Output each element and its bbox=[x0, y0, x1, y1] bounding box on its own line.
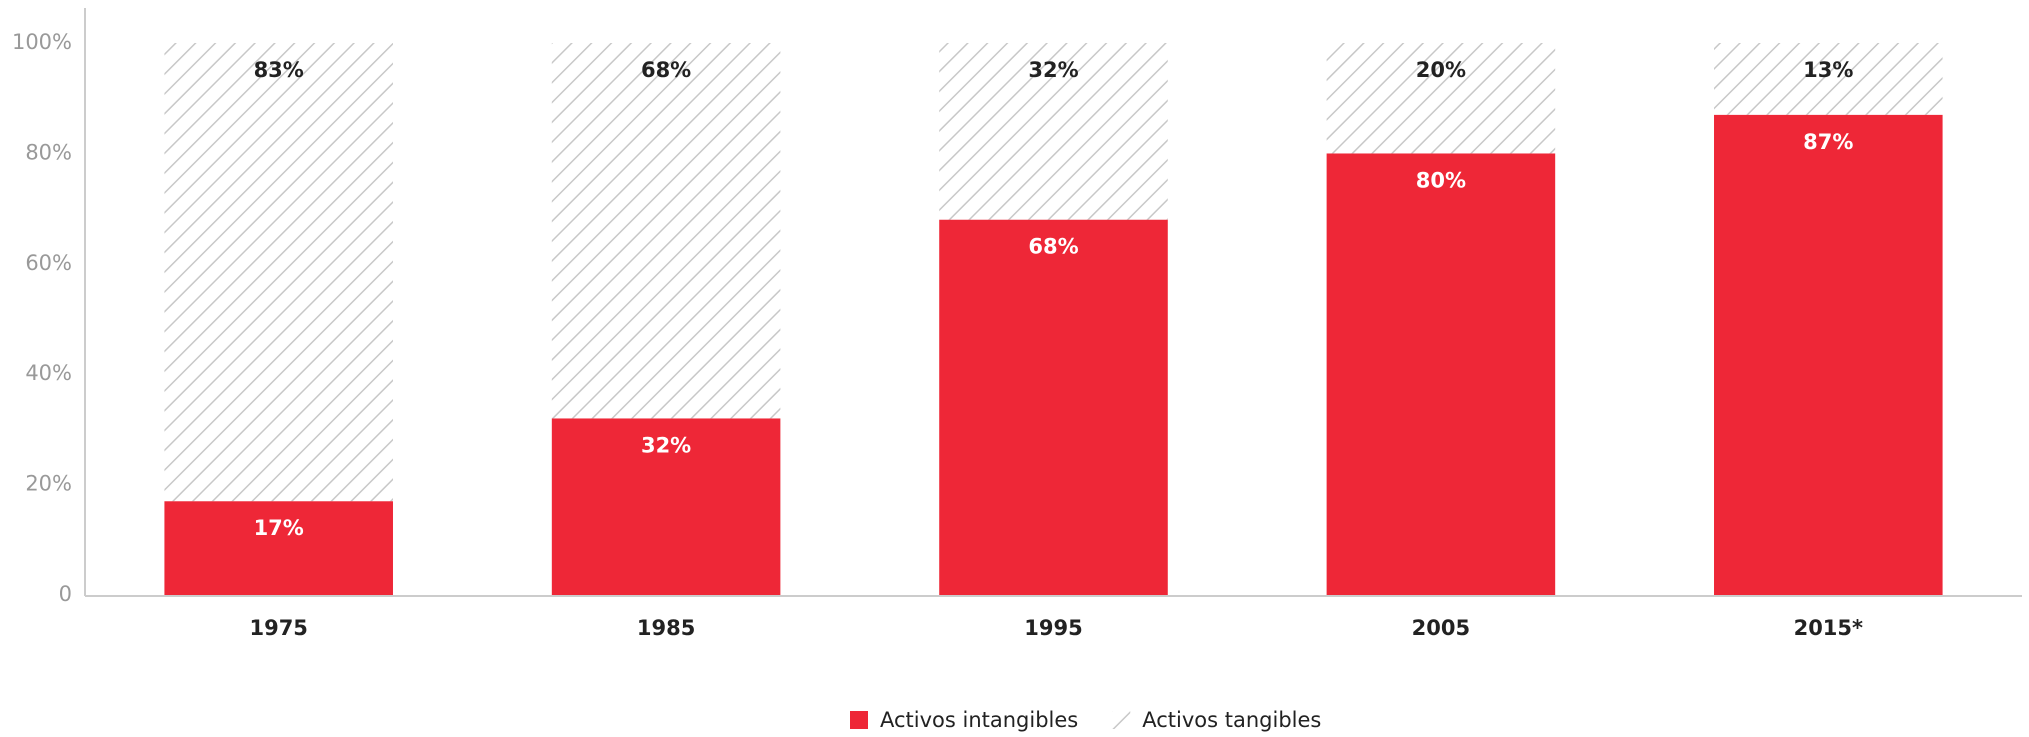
value-label: 20% bbox=[1416, 58, 1466, 82]
bar-segment bbox=[551, 418, 781, 595]
value-label: 17% bbox=[254, 516, 304, 540]
x-tick-label: 1985 bbox=[637, 616, 695, 640]
y-tick-label: 20% bbox=[25, 472, 72, 496]
bar-segment bbox=[551, 43, 781, 419]
value-label: 32% bbox=[641, 433, 691, 457]
legend-label: Activos intangibles bbox=[880, 708, 1078, 732]
legend-swatch bbox=[850, 711, 868, 729]
bar-segment bbox=[1714, 43, 1943, 115]
value-label: 87% bbox=[1803, 130, 1853, 154]
value-label: 68% bbox=[641, 58, 691, 82]
y-tick-label: 40% bbox=[25, 361, 72, 385]
y-tick-label: 60% bbox=[25, 251, 72, 275]
y-tick-label: 80% bbox=[25, 140, 72, 164]
y-tick-label: 100% bbox=[12, 30, 72, 54]
x-tick-label: 1975 bbox=[249, 616, 307, 640]
x-tick-label: 2015* bbox=[1794, 616, 1863, 640]
bar-segment bbox=[939, 43, 1168, 220]
bar-segment bbox=[1714, 114, 1943, 595]
y-tick-label: 0 bbox=[59, 582, 72, 606]
value-label: 32% bbox=[1028, 58, 1078, 82]
legend-label: Activos tangibles bbox=[1142, 708, 1321, 732]
x-tick-label: 2005 bbox=[1412, 616, 1470, 640]
bar-segment bbox=[164, 43, 393, 502]
x-tick-label: 1995 bbox=[1024, 616, 1082, 640]
value-label: 13% bbox=[1803, 58, 1853, 82]
value-label: 80% bbox=[1416, 168, 1466, 192]
bar-segment bbox=[1326, 43, 1556, 154]
value-label: 83% bbox=[254, 58, 304, 82]
bar-segment bbox=[939, 219, 1168, 595]
bar-segment bbox=[164, 501, 393, 595]
legend-swatch bbox=[1112, 711, 1131, 729]
bar-segment bbox=[1326, 153, 1556, 595]
value-label: 68% bbox=[1028, 235, 1078, 259]
